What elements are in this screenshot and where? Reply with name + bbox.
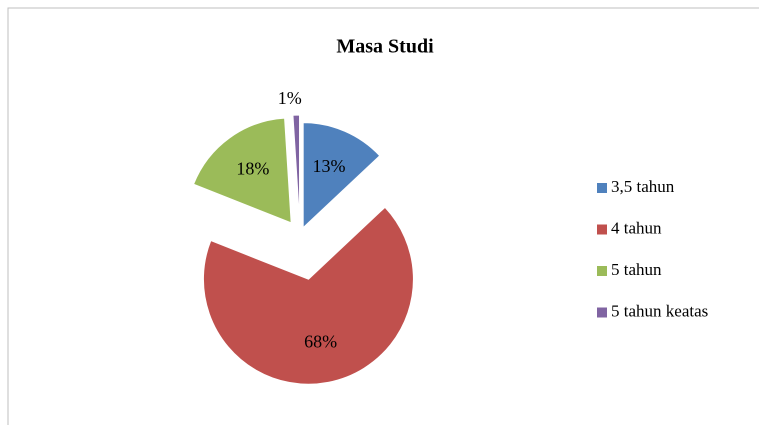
- pie-slice: [292, 114, 301, 221]
- legend-label: 3,5 tahun: [611, 177, 675, 196]
- legend-label: 4 tahun: [611, 218, 662, 237]
- data-label: 68%: [304, 331, 337, 351]
- data-label: 13%: [313, 156, 346, 176]
- pie-slice: [202, 206, 414, 385]
- pie-slice: [302, 122, 381, 229]
- legend-label: 5 tahun: [611, 260, 662, 279]
- legend-label: 5 tahun keatas: [611, 301, 708, 320]
- data-label: 1%: [278, 88, 302, 108]
- chart-title: Masa Studi: [336, 36, 434, 58]
- data-label: 18%: [236, 158, 269, 178]
- legend-swatch: [597, 183, 607, 193]
- legend-swatch: [597, 307, 607, 318]
- legend-swatch: [597, 224, 607, 235]
- legend-swatch: [597, 266, 607, 276]
- pie-slice: [192, 117, 292, 224]
